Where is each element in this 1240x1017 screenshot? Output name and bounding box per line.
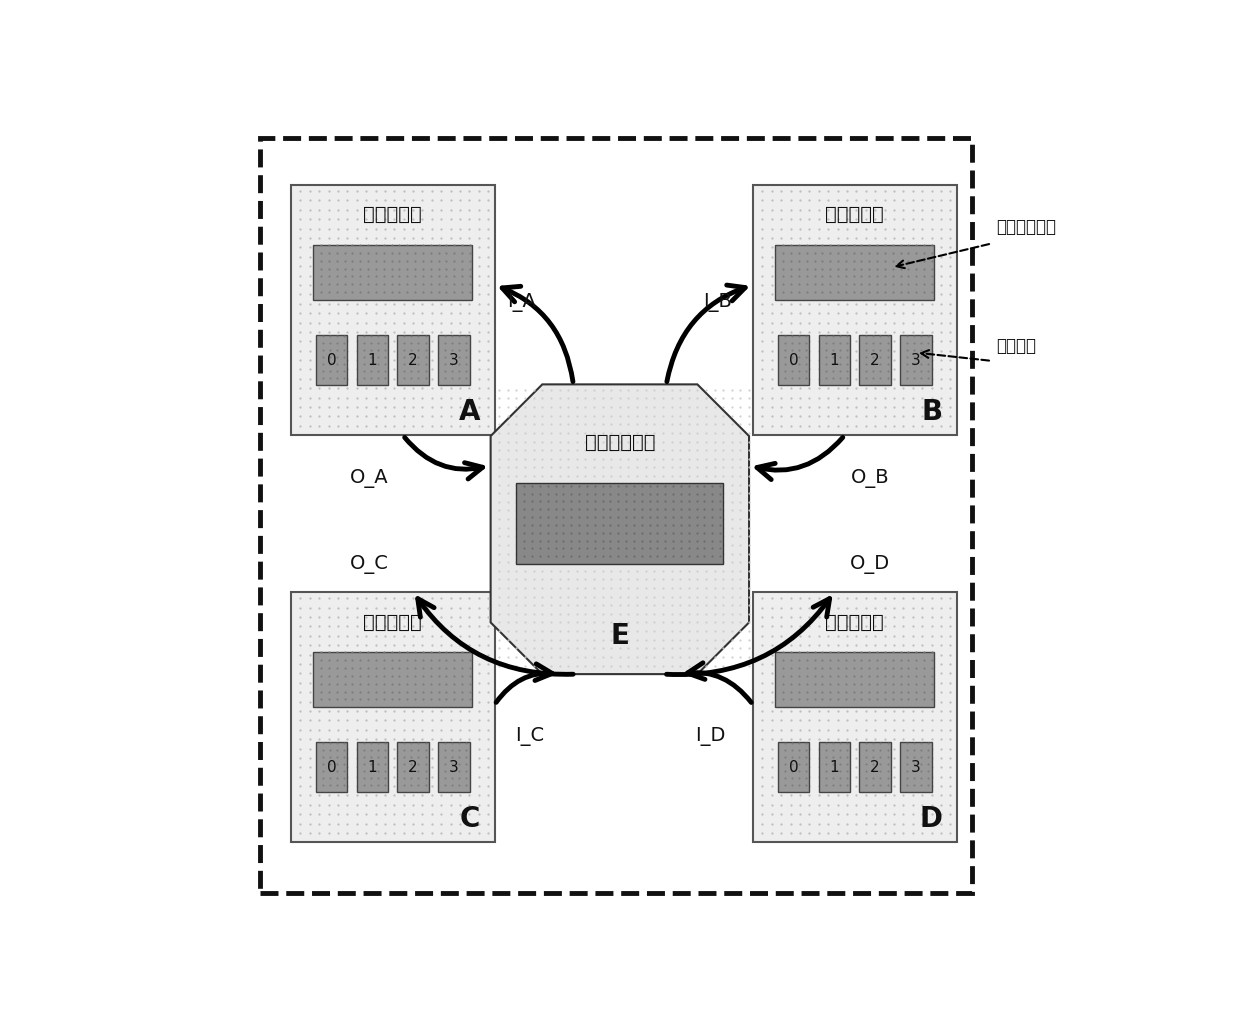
Text: E: E bbox=[610, 622, 629, 651]
Text: O_D: O_D bbox=[851, 555, 890, 574]
FancyArrowPatch shape bbox=[502, 287, 573, 381]
Text: 处理单元簇: 处理单元簇 bbox=[363, 612, 422, 632]
FancyArrowPatch shape bbox=[418, 599, 573, 674]
Text: 2: 2 bbox=[870, 760, 880, 775]
Text: 处理单元簇: 处理单元簇 bbox=[363, 205, 422, 225]
Text: 3: 3 bbox=[449, 353, 459, 367]
Bar bbox=[438, 742, 470, 792]
FancyArrowPatch shape bbox=[756, 437, 843, 480]
FancyArrowPatch shape bbox=[667, 285, 745, 381]
Bar bbox=[859, 742, 890, 792]
Polygon shape bbox=[491, 384, 749, 674]
Bar bbox=[517, 483, 723, 564]
Bar bbox=[357, 742, 388, 792]
Text: O_C: O_C bbox=[350, 555, 388, 574]
Text: 1: 1 bbox=[367, 760, 377, 775]
Text: 2: 2 bbox=[870, 353, 880, 367]
Text: 0: 0 bbox=[789, 353, 799, 367]
Text: 簇内互连网络: 簇内互连网络 bbox=[996, 218, 1055, 236]
Bar bbox=[775, 652, 934, 707]
Bar bbox=[900, 335, 931, 385]
Bar bbox=[316, 335, 347, 385]
Bar bbox=[777, 742, 810, 792]
Bar bbox=[397, 335, 429, 385]
Text: 3: 3 bbox=[911, 760, 921, 775]
Text: 处理单元簇: 处理单元簇 bbox=[826, 612, 884, 632]
Text: 1: 1 bbox=[367, 353, 377, 367]
Bar bbox=[314, 245, 472, 300]
Text: 处理单元: 处理单元 bbox=[996, 337, 1035, 355]
Bar bbox=[775, 245, 934, 300]
Text: A: A bbox=[459, 398, 480, 426]
Text: O_A: O_A bbox=[350, 469, 388, 488]
Text: 处理单元簇: 处理单元簇 bbox=[826, 205, 884, 225]
Text: B: B bbox=[921, 398, 942, 426]
Text: 1: 1 bbox=[830, 760, 839, 775]
Text: 0: 0 bbox=[789, 760, 799, 775]
Bar bbox=[753, 185, 956, 435]
Bar bbox=[397, 742, 429, 792]
Text: 2: 2 bbox=[408, 353, 418, 367]
Text: 0: 0 bbox=[327, 353, 336, 367]
Text: I_B: I_B bbox=[703, 293, 732, 311]
Text: I_C: I_C bbox=[516, 727, 544, 746]
Text: 3: 3 bbox=[911, 353, 921, 367]
Bar bbox=[316, 742, 347, 792]
Text: I_D: I_D bbox=[694, 727, 725, 746]
Text: I_A: I_A bbox=[507, 293, 537, 311]
Bar bbox=[753, 592, 956, 842]
Bar bbox=[818, 742, 851, 792]
Bar bbox=[777, 335, 810, 385]
Bar bbox=[438, 335, 470, 385]
Text: C: C bbox=[460, 805, 480, 833]
Bar bbox=[291, 185, 495, 435]
FancyArrowPatch shape bbox=[404, 437, 482, 479]
Text: O_B: O_B bbox=[851, 469, 890, 488]
Bar bbox=[900, 742, 931, 792]
Text: 2: 2 bbox=[408, 760, 418, 775]
Bar bbox=[859, 335, 890, 385]
Bar bbox=[314, 652, 472, 707]
Bar bbox=[291, 592, 495, 842]
Text: 1: 1 bbox=[830, 353, 839, 367]
Text: 3: 3 bbox=[449, 760, 459, 775]
FancyArrowPatch shape bbox=[667, 599, 830, 674]
FancyArrowPatch shape bbox=[687, 663, 751, 703]
Text: 簇间互连网络: 簇间互连网络 bbox=[584, 433, 655, 452]
Bar bbox=[357, 335, 388, 385]
FancyArrowPatch shape bbox=[496, 664, 552, 703]
Text: D: D bbox=[920, 805, 942, 833]
Text: 0: 0 bbox=[327, 760, 336, 775]
Bar bbox=[818, 335, 851, 385]
